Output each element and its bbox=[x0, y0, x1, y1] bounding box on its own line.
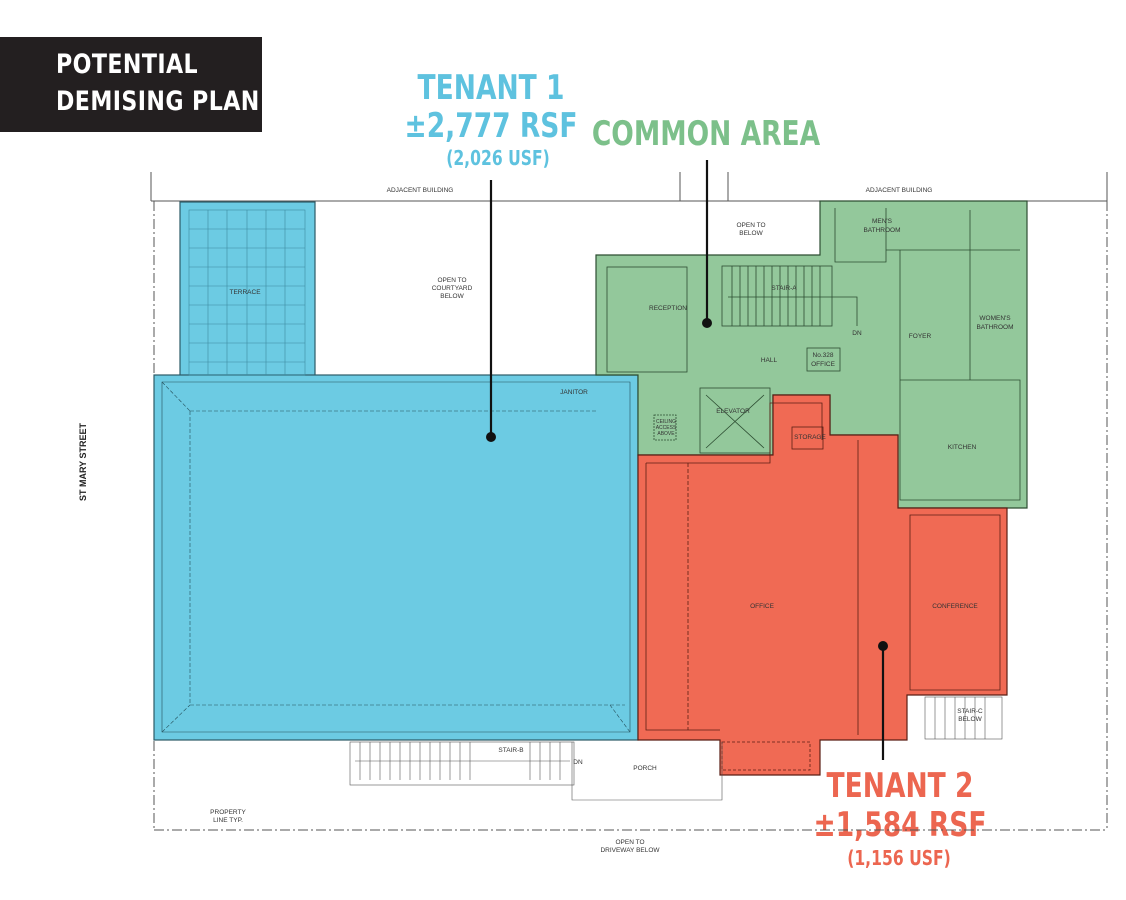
foyer-label: FOYER bbox=[909, 333, 932, 340]
adjacent-building-left: ADJACENT BUILDING bbox=[387, 187, 454, 194]
tenant1-area bbox=[153, 201, 639, 741]
womens-bathroom-label: WOMEN'S bbox=[979, 315, 1011, 322]
tenant2-rsf: ±1,584 RSF bbox=[813, 805, 987, 845]
tenant2-marker bbox=[878, 641, 888, 651]
hall-label: HALL bbox=[761, 357, 778, 364]
courtyard-label: OPEN TO bbox=[437, 277, 466, 284]
driveway-label: OPEN TO bbox=[615, 839, 644, 846]
elevator-label: ELEVATOR bbox=[716, 408, 750, 415]
stair-c-label: STAIR-C bbox=[957, 708, 983, 715]
ceiling-access-label: ACCESS bbox=[656, 425, 677, 431]
common-area-label: COMMON AREA bbox=[591, 114, 821, 154]
womens-bathroom-label: BATHROOM bbox=[976, 324, 1013, 331]
mens-bathroom-label: BATHROOM bbox=[863, 227, 900, 234]
driveway-label: DRIVEWAY BELOW bbox=[600, 847, 660, 854]
stair-a-dn: DN bbox=[852, 330, 862, 337]
tenant1-name: TENANT 1 bbox=[417, 68, 565, 108]
common-area-marker bbox=[702, 318, 712, 328]
tenant1-marker bbox=[486, 432, 496, 442]
ceiling-access-label: ABOVE bbox=[657, 431, 675, 437]
tenant2-area bbox=[637, 394, 1008, 776]
ceiling-access-label: CEILING bbox=[656, 419, 676, 425]
storage-label: STORAGE bbox=[794, 434, 826, 441]
conference-label: CONFERENCE bbox=[932, 603, 978, 610]
kitchen-label: KITCHEN bbox=[948, 444, 977, 451]
stair-b-dn: DN bbox=[573, 759, 583, 766]
porch-label: PORCH bbox=[633, 765, 657, 772]
stair-c-label: BELOW bbox=[958, 716, 982, 723]
stair-b-label: STAIR-B bbox=[498, 747, 523, 754]
tenant1-usf: (2,026 USF) bbox=[446, 146, 550, 170]
title-line-1: POTENTIAL bbox=[56, 49, 199, 80]
tenant2-usf: (1,156 USF) bbox=[847, 846, 951, 870]
courtyard-label: COURTYARD bbox=[432, 285, 473, 292]
street-label: ST MARY STREET bbox=[78, 422, 88, 501]
office-label: OFFICE bbox=[750, 603, 774, 610]
stair-a-label: STAIR-A bbox=[771, 285, 797, 292]
reception-label: RECEPTION bbox=[649, 305, 687, 312]
tenant1-rsf: ±2,777 RSF bbox=[404, 106, 578, 146]
tenant2-name: TENANT 2 bbox=[826, 766, 974, 806]
terrace-label: TERRACE bbox=[229, 289, 261, 296]
janitor-label: JANITOR bbox=[560, 389, 588, 396]
title-line-2: DEMISING PLAN bbox=[56, 86, 260, 117]
office-328-label: No.328 bbox=[813, 352, 834, 359]
open-below-label: BELOW bbox=[739, 230, 763, 237]
courtyard-label: BELOW bbox=[440, 293, 464, 300]
title-box: POTENTIAL DEMISING PLAN bbox=[0, 37, 262, 132]
adjacent-building-right: ADJACENT BUILDING bbox=[866, 187, 933, 194]
leader-lines bbox=[489, 160, 885, 760]
office-328-label: OFFICE bbox=[811, 361, 835, 368]
property-line-label: PROPERTY bbox=[210, 809, 246, 816]
property-line-label: LINE TYP. bbox=[213, 817, 243, 824]
mens-bathroom-label: MEN'S bbox=[872, 218, 893, 225]
open-below-label: OPEN TO bbox=[736, 222, 765, 229]
